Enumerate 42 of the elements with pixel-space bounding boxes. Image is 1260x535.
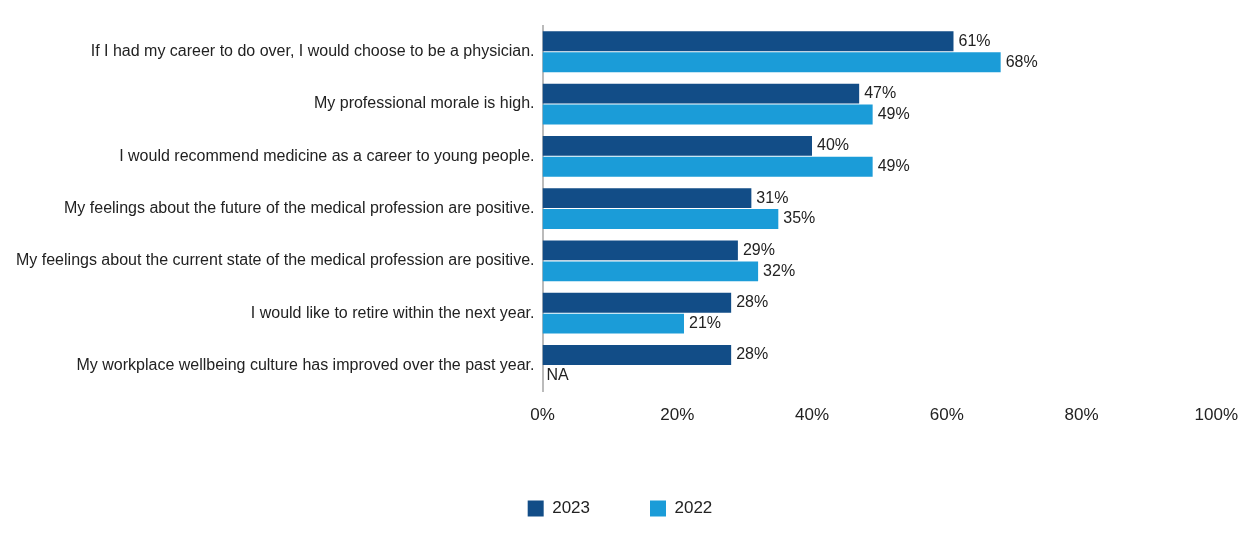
y-tick-label: If I had my career to do over, I would choose to be a physician. [90,42,535,60]
bar [542,31,954,52]
x-tick-label: 0% [530,405,555,425]
data-label: 40% [817,136,850,154]
bar [542,156,873,177]
y-tick-label: I would like to retire within the next year. [250,303,535,321]
x-tick-label: 20% [660,405,695,425]
legend-label: 2023 [552,498,591,518]
bar [542,104,873,125]
bar [542,52,1001,73]
y-tick-label: My workplace wellbeing culture has improved over the past year. [76,355,535,373]
text: NA [546,366,569,384]
data-label: 32% [763,261,796,279]
x-tick-label: 60% [929,405,964,425]
data-label: 28% [736,293,769,311]
bar [542,135,812,156]
x-tick-label: 40% [794,405,830,425]
bar [542,83,860,104]
x-tick-label: 80% [1064,405,1099,425]
bar [542,209,779,229]
data-label: 47% [864,83,897,101]
bar [542,345,732,365]
bar [542,240,738,261]
data-label: 29% [742,240,775,258]
data-label: 49% [877,104,910,122]
data-label: 68% [1005,52,1038,70]
data-label: 49% [877,157,910,175]
legend-label: 2022 [674,498,713,518]
y-tick-label: My professional morale is high. [313,94,535,112]
bar [542,261,759,282]
data-label: 31% [756,188,789,206]
data-label: 35% [783,209,816,227]
y-tick-label: My feelings about the current state of the medical profession are positive. [16,251,535,269]
bar [542,188,752,209]
data-label: 28% [736,345,769,363]
bar [542,313,684,334]
data-label: 21% [688,314,722,332]
data-label: 61% [958,31,991,49]
y-tick-label: My feelings about the future of the medical profession are positive. [64,199,535,217]
x-tick-label: 100% [1194,405,1238,425]
y-tick-label: I would recommend medicine as a career to young people. [119,146,535,164]
bar [542,292,732,313]
